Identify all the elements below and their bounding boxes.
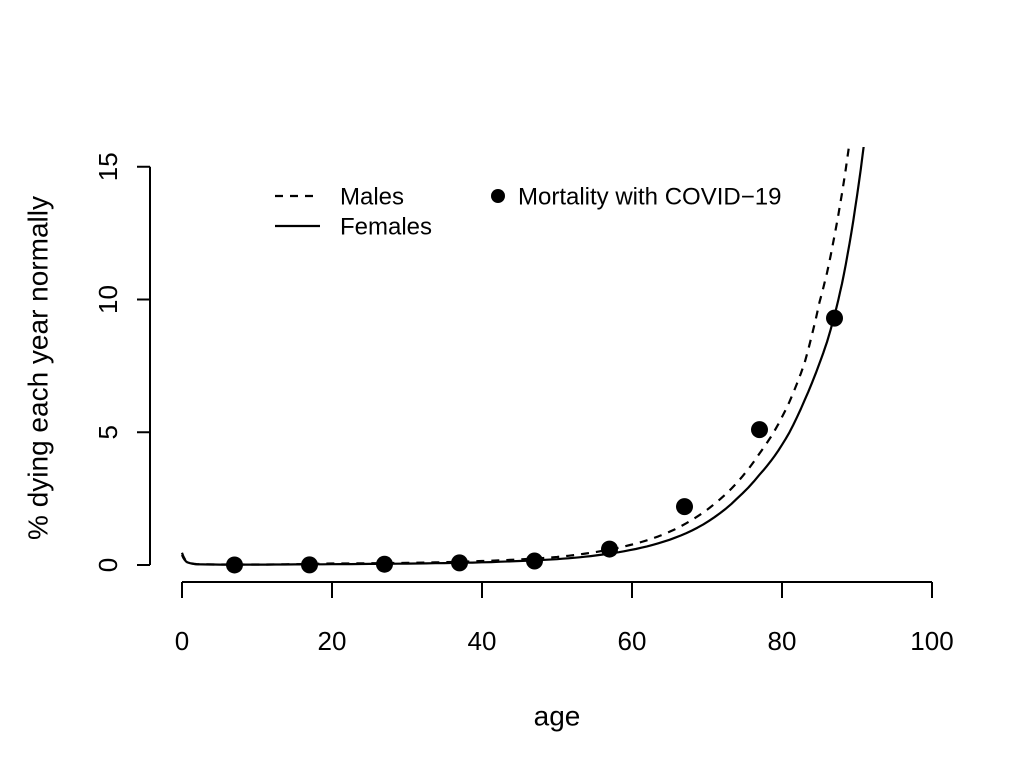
y-tick-label: 10 xyxy=(93,285,123,314)
legend-point-sample xyxy=(491,189,505,203)
x-tick-label: 20 xyxy=(318,626,347,656)
covid-data-point xyxy=(826,309,843,327)
x-tick-label: 80 xyxy=(768,626,797,656)
x-tick-label: 0 xyxy=(175,626,189,656)
females-curve xyxy=(180,147,865,566)
y-tick-label: 0 xyxy=(93,558,123,572)
curves xyxy=(180,147,865,566)
x-axis-title: age xyxy=(534,701,581,732)
x-tick-label: 60 xyxy=(618,626,647,656)
covid-data-point xyxy=(601,540,618,558)
covid-data-point xyxy=(301,556,318,574)
covid-data-points xyxy=(226,309,843,574)
legend: Males Females Mortality with COVID−19 xyxy=(275,184,781,241)
x-tick-label: 100 xyxy=(910,626,953,656)
covid-data-point xyxy=(376,555,393,573)
legend-label-females: Females xyxy=(340,214,432,241)
legend-label-covid: Mortality with COVID−19 xyxy=(518,184,781,211)
axes xyxy=(137,165,933,598)
legend-label-males: Males xyxy=(340,184,404,211)
x-tick-label: 40 xyxy=(468,626,497,656)
y-tick-label: 15 xyxy=(93,152,123,181)
covid-data-point xyxy=(676,498,693,516)
covid-data-point xyxy=(451,554,468,572)
y-axis-title: % dying each year normally xyxy=(23,196,54,540)
covid-data-point xyxy=(751,421,768,439)
males-curve xyxy=(180,147,851,566)
covid-data-point xyxy=(526,552,543,570)
y-tick-label: 5 xyxy=(93,425,123,439)
covid-data-point xyxy=(226,556,243,574)
